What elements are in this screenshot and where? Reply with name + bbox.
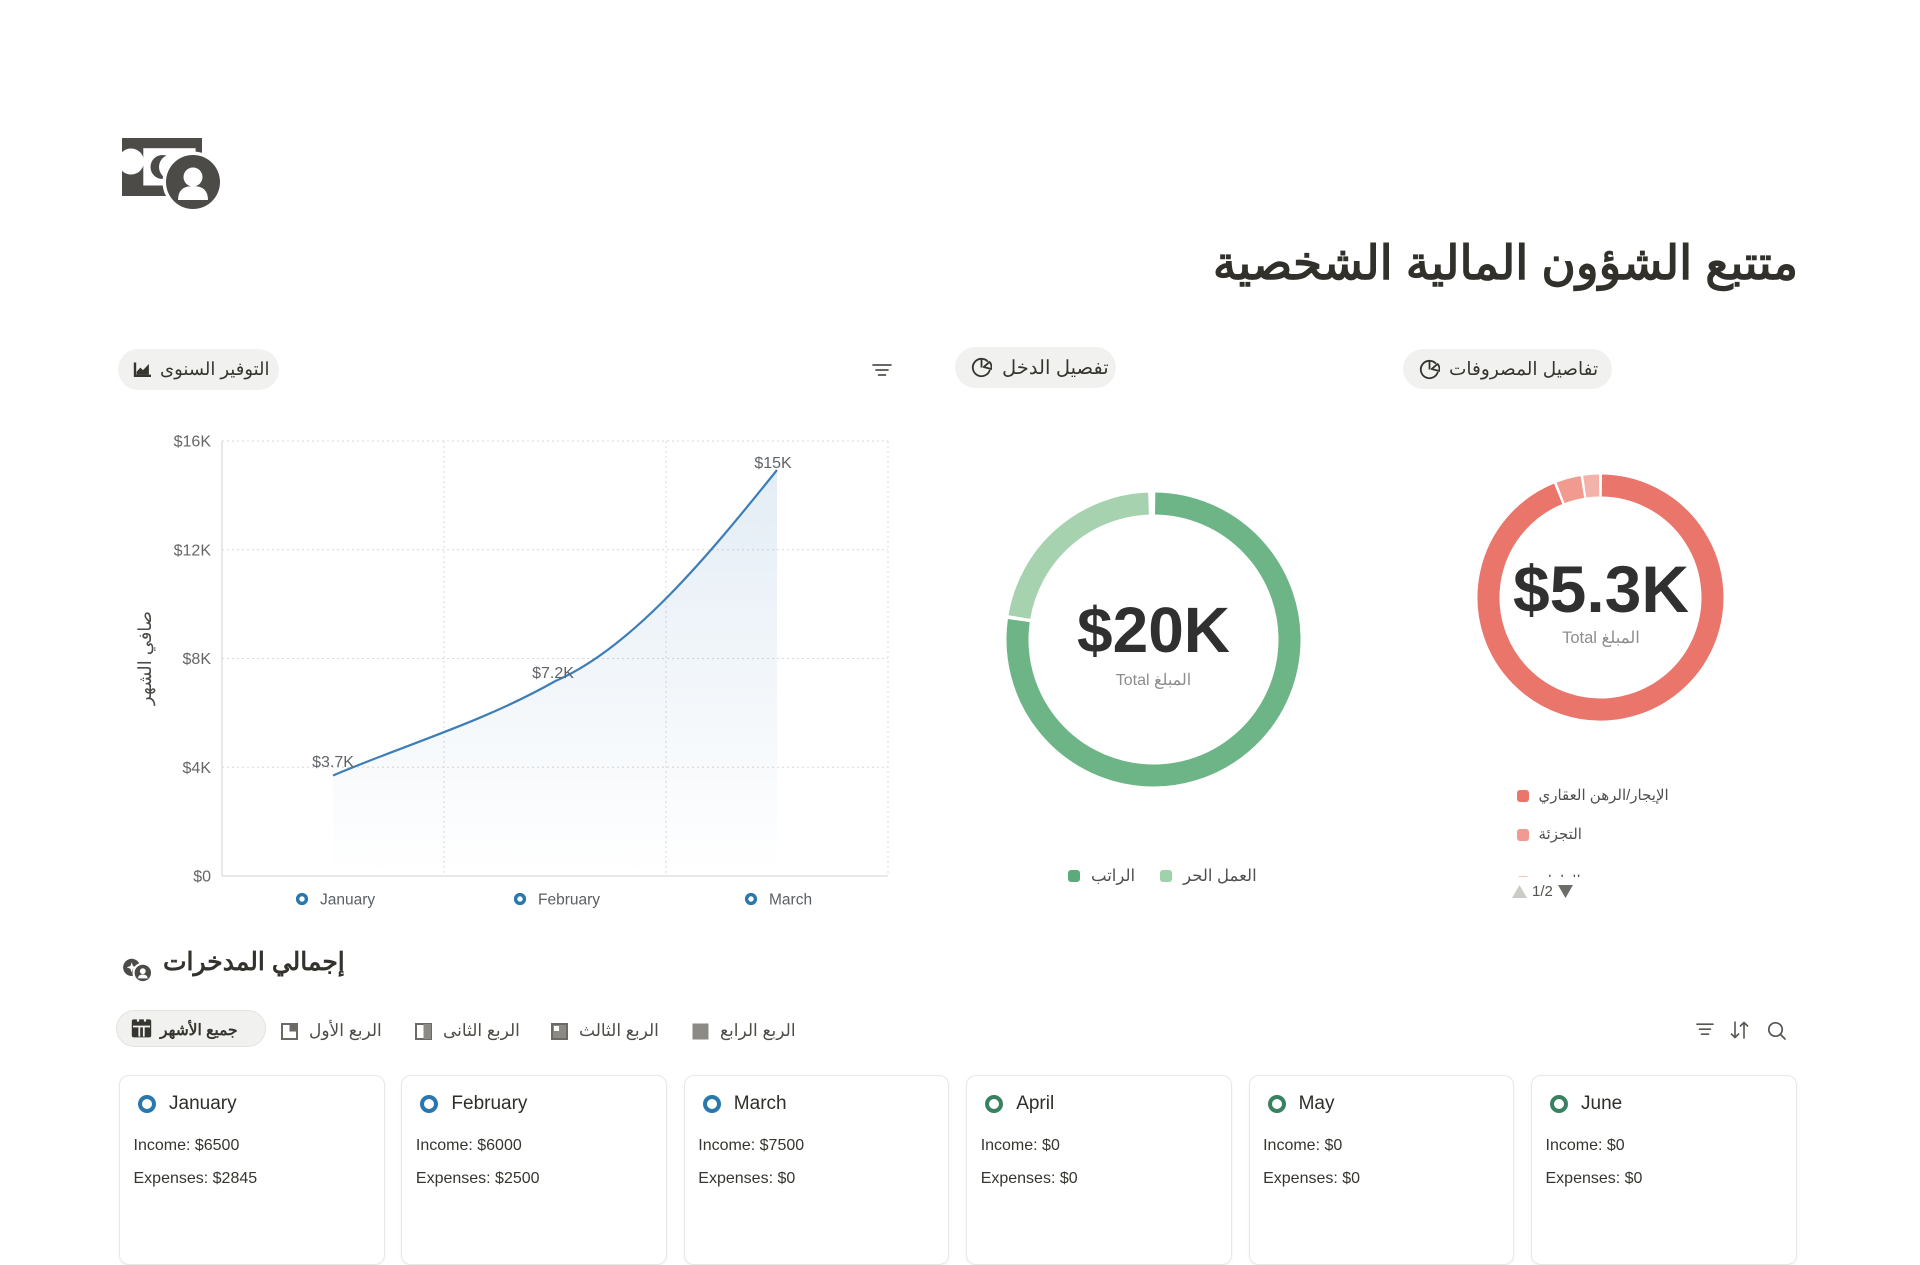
svg-text:January: January <box>320 892 375 909</box>
svg-text:March: March <box>769 892 812 909</box>
svg-text:صافي الشهر: صافي الشهر <box>135 611 156 706</box>
svg-text:$16K: $16K <box>174 434 212 451</box>
svg-text:February: February <box>538 892 600 909</box>
svg-text:$15K: $15K <box>754 455 792 472</box>
svg-text:$3.7K: $3.7K <box>312 754 354 771</box>
svg-text:$4K: $4K <box>183 760 212 777</box>
svg-text:$7.2K: $7.2K <box>532 665 574 682</box>
svg-text:$8K: $8K <box>183 651 212 668</box>
svg-text:$12K: $12K <box>174 542 212 559</box>
svg-text:$0: $0 <box>193 869 211 886</box>
